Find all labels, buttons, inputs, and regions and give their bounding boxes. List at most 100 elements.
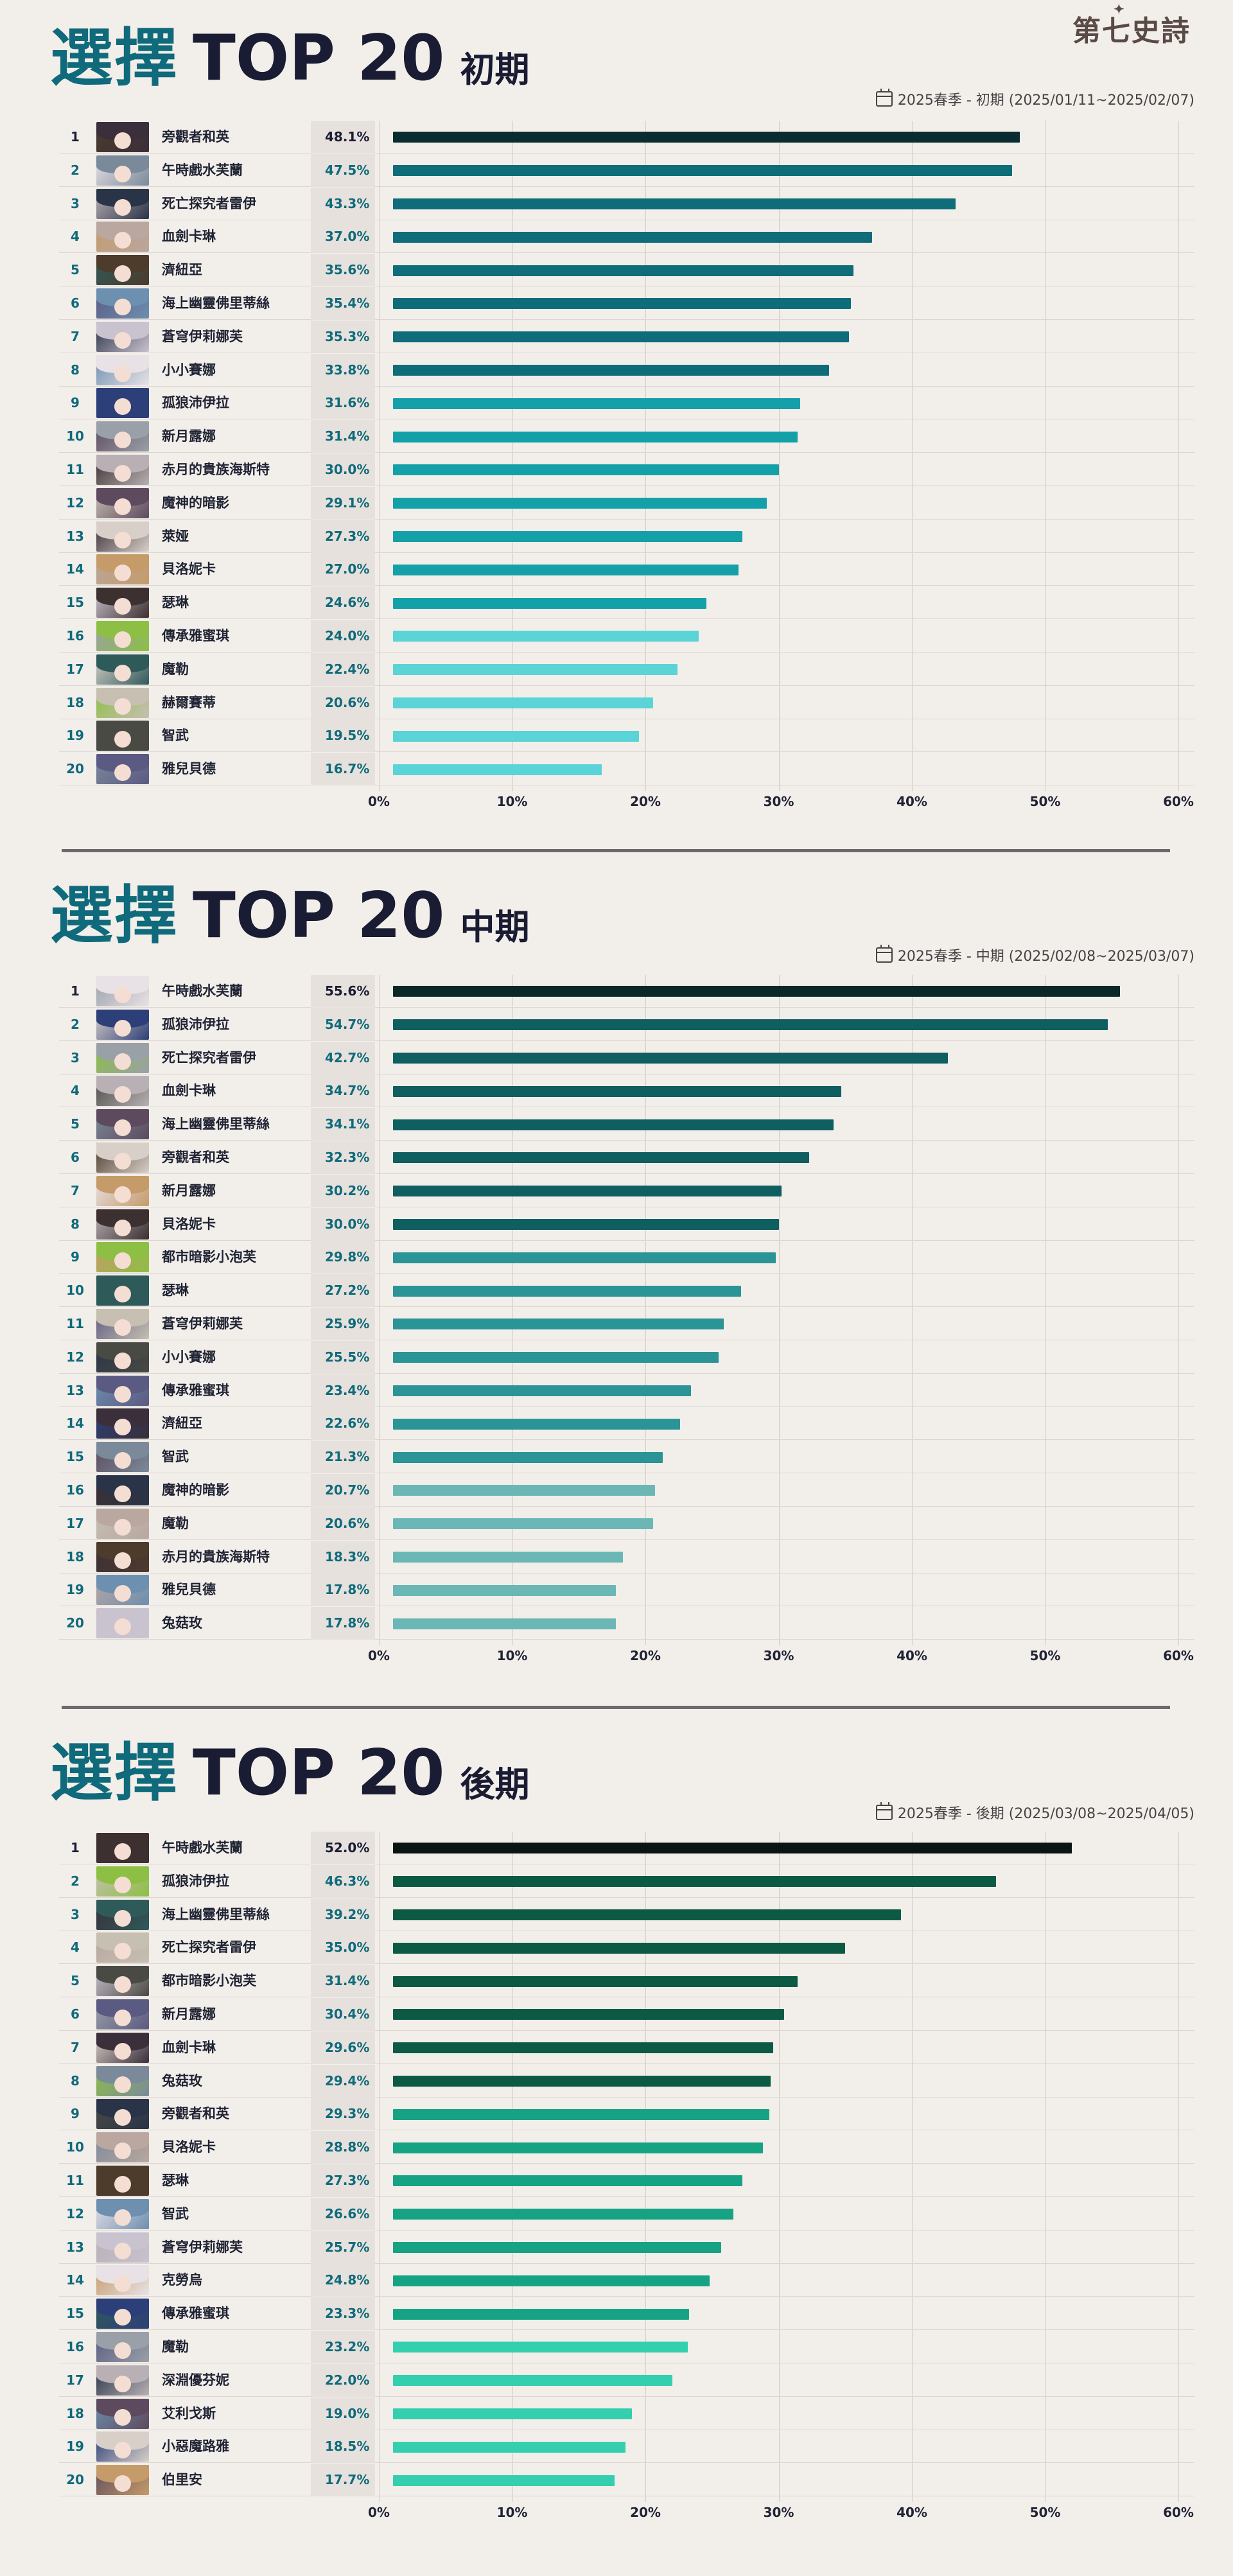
x-tick-label: 40%	[896, 1648, 927, 1663]
percent-cell-bg	[311, 719, 375, 753]
value-bar	[393, 764, 602, 775]
x-tick-label: 40%	[896, 794, 927, 809]
plot-grid: 0% 10% 20% 30% 40% 50% 60%	[368, 975, 1194, 1663]
chart-row: 4 死亡探究者雷伊 35.0%	[59, 1931, 1194, 1965]
percent-cell-bg	[311, 1607, 375, 1640]
rank-number: 19	[66, 2439, 84, 2455]
rank-number: 12	[66, 2205, 84, 2221]
character-name: 艾利戈斯	[162, 2405, 216, 2421]
value-bar	[393, 265, 853, 276]
percent-label: 31.6%	[325, 395, 370, 411]
value-bar	[393, 1352, 719, 1363]
percent-label: 47.5%	[325, 162, 370, 178]
rank-number: 10	[66, 2139, 84, 2155]
title-top: TOP 20	[193, 879, 445, 952]
rank-number: 9	[71, 2106, 80, 2122]
date-range: 2025春季 - 初期 (2025/01/11~2025/02/07)	[875, 89, 1194, 109]
character-name: 貝洛妮卡	[162, 2139, 216, 2155]
rank-number: 6	[71, 1150, 80, 1165]
value-bar	[393, 1319, 724, 1330]
x-tick-label: 30%	[763, 2505, 794, 2520]
percent-cell-bg	[311, 653, 375, 686]
percent-cell-bg	[311, 1274, 375, 1308]
character-avatar	[96, 1175, 149, 1206]
percent-label: 34.7%	[325, 1083, 370, 1099]
rank-number: 16	[66, 2339, 84, 2354]
percent-cell-bg	[311, 2297, 375, 2331]
value-bar	[393, 1152, 810, 1164]
rank-number: 3	[71, 1906, 80, 1922]
chart-row: 2 孤狼沛伊拉 46.3%	[59, 1864, 1194, 1898]
character-name: 智武	[162, 728, 189, 744]
rank-number: 1	[71, 1840, 80, 1855]
character-avatar	[96, 1833, 149, 1863]
character-name: 濟紐亞	[162, 262, 202, 278]
character-name: 小小賽娜	[162, 1349, 216, 1365]
chart-row: 19 智武 19.5%	[59, 719, 1194, 753]
x-tick-label: 50%	[1029, 1648, 1061, 1663]
rank-number: 4	[71, 1083, 80, 1099]
character-avatar	[96, 355, 149, 385]
value-bar	[393, 1909, 902, 1920]
percent-cell-bg	[311, 686, 375, 719]
rank-number: 7	[71, 2039, 80, 2055]
percent-label: 30.0%	[325, 462, 370, 477]
percent-cell-bg	[311, 1407, 375, 1441]
x-tick-label: 50%	[1029, 2505, 1061, 2520]
character-name: 瑟琳	[162, 1283, 189, 1299]
character-name: 死亡探究者雷伊	[162, 195, 256, 211]
character-name: 智武	[162, 2205, 189, 2221]
character-avatar	[96, 521, 149, 552]
title-choose: 選擇	[50, 1737, 179, 1810]
character-name: 瑟琳	[162, 2173, 189, 2188]
percent-cell-bg	[311, 220, 375, 254]
character-avatar	[96, 1209, 149, 1240]
character-name: 血劍卡琳	[162, 229, 216, 245]
chart-row: 12 智武 26.6%	[59, 2197, 1194, 2230]
rank-number: 12	[66, 1349, 84, 1365]
value-bar	[393, 1052, 949, 1064]
rank-number: 3	[71, 195, 80, 211]
character-avatar	[96, 1375, 149, 1406]
character-name: 新月露娜	[162, 1182, 216, 1198]
gridline	[645, 1832, 646, 2502]
section-divider	[62, 849, 1170, 852]
date-range-text: 2025春季 - 初期 (2025/01/11~2025/02/07)	[897, 92, 1194, 109]
value-bar	[393, 1518, 654, 1530]
gridline	[778, 975, 780, 1645]
chart-row: 6 旁觀者和英 32.3%	[59, 1141, 1194, 1174]
rank-number: 8	[71, 1216, 80, 1232]
character-avatar	[96, 1109, 149, 1140]
gridline	[1045, 975, 1046, 1645]
date-range-text: 2025春季 - 中期 (2025/02/08~2025/03/07)	[897, 949, 1194, 965]
gridline	[912, 975, 913, 1645]
character-name: 血劍卡琳	[162, 1083, 216, 1099]
chart-row: 16 魔勒 23.2%	[59, 2331, 1194, 2363]
percent-cell-bg	[311, 2464, 375, 2497]
value-bar	[393, 231, 872, 243]
character-avatar	[96, 1076, 149, 1107]
value-bar	[393, 2408, 633, 2419]
chart-row: 16 傳承雅蜜琪 24.0%	[59, 620, 1194, 653]
title-top: TOP 20	[193, 1737, 445, 1810]
value-bar	[393, 530, 743, 542]
rank-number: 15	[66, 595, 84, 611]
rank-number: 19	[66, 1582, 84, 1598]
percent-label: 24.8%	[325, 2272, 370, 2288]
rank-number: 19	[66, 728, 84, 744]
value-bar	[393, 1085, 842, 1097]
character-name: 午時戲水芙蘭	[162, 983, 243, 999]
value-bar	[393, 664, 678, 676]
chart-row: 15 瑟琳 24.6%	[59, 586, 1194, 620]
character-avatar	[96, 2465, 149, 2496]
chart-row: 7 新月露娜 30.2%	[59, 1174, 1194, 1207]
calendar-icon	[875, 945, 893, 963]
character-avatar	[96, 721, 149, 751]
percent-cell-bg	[311, 1931, 375, 1965]
character-avatar	[96, 2232, 149, 2263]
percent-cell-bg	[311, 586, 375, 620]
rank-number: 2	[71, 162, 80, 178]
percent-label: 32.3%	[325, 1150, 370, 1165]
percent-cell-bg	[311, 620, 375, 653]
gridline	[645, 121, 646, 791]
